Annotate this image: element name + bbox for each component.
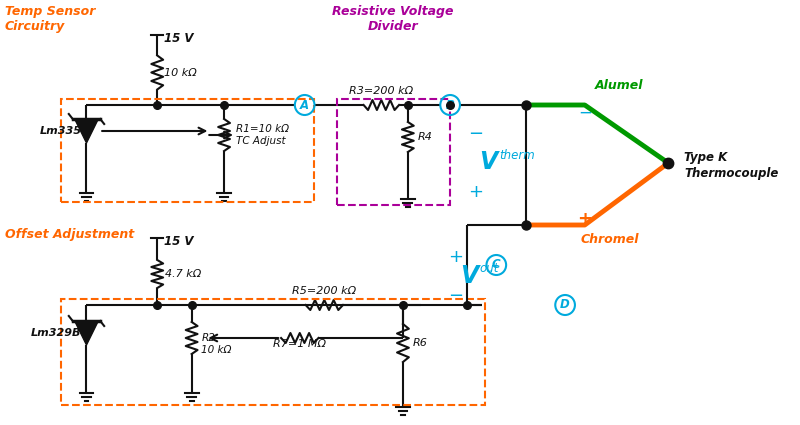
Text: 4.7 kΩ: 4.7 kΩ [165,269,202,279]
Text: 15 V: 15 V [164,235,194,247]
Text: V: V [479,150,498,174]
Text: R7=1 MΩ: R7=1 MΩ [274,339,326,349]
Text: Resistive Voltage
Divider: Resistive Voltage Divider [332,5,454,33]
Text: R2
10 kΩ: R2 10 kΩ [202,333,232,354]
Text: 10 kΩ: 10 kΩ [164,68,197,77]
Text: Offset Adjustment: Offset Adjustment [5,228,134,241]
Text: R1=10 kΩ
TC Adjust: R1=10 kΩ TC Adjust [236,124,289,146]
Text: +: + [449,248,463,266]
Text: R4: R4 [418,132,433,142]
Text: Alumel: Alumel [595,79,643,92]
Text: Temp Sensor
Circuitry: Temp Sensor Circuitry [5,5,95,33]
Text: R3=200 kΩ: R3=200 kΩ [350,86,414,96]
Text: −: − [578,104,592,122]
Text: Chromel: Chromel [580,233,638,246]
Text: out: out [479,263,499,275]
Text: 15 V: 15 V [164,31,194,45]
Text: B: B [446,99,454,111]
Text: D: D [560,298,570,312]
Text: V: V [460,264,478,288]
Polygon shape [74,321,98,345]
Text: −: − [449,287,463,305]
Text: −: − [468,125,483,143]
Text: A: A [300,99,310,111]
Text: R6: R6 [413,338,428,348]
Text: R5=200 kΩ: R5=200 kΩ [292,286,356,296]
Text: C: C [492,258,501,272]
Text: Type K
Thermocouple: Type K Thermocouple [684,150,778,179]
Text: +: + [468,183,483,201]
Polygon shape [74,119,98,143]
Text: Lm329B: Lm329B [31,328,82,338]
Text: Lm335: Lm335 [39,126,82,136]
Text: +: + [578,210,592,228]
Text: therm: therm [499,148,535,162]
